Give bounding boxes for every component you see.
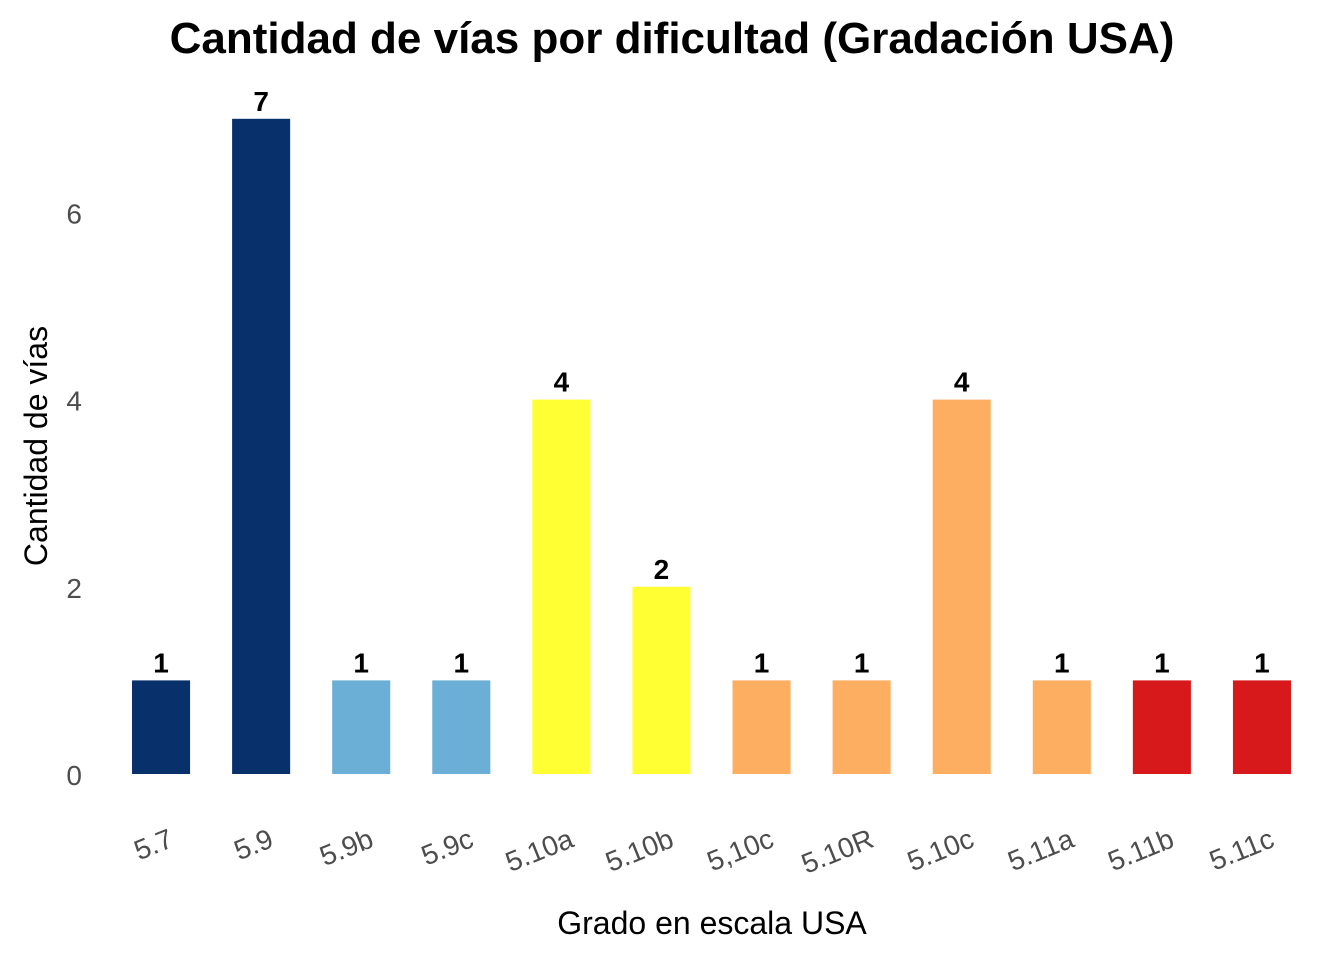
bar-value-label: 1 — [153, 647, 169, 678]
x-axis-title: Grado en escala USA — [557, 905, 867, 941]
bar-value-label: 7 — [253, 86, 269, 117]
y-axis-title: Cantidad de vías — [18, 326, 54, 566]
bar-value-label: 4 — [954, 367, 970, 398]
bars-group — [132, 118, 1291, 775]
bar — [732, 680, 791, 774]
bar — [1132, 680, 1191, 774]
x-axis-ticks: 5.7 5.9 5.9b 5.9c 5.10a 5.10b 5,10c 5.10R 5.10c 5… — [130, 823, 1279, 880]
bar — [432, 680, 491, 774]
x-tick-label: 5.10b — [601, 823, 678, 878]
bar-value-labels: 1 7 1 1 4 2 1 1 4 1 1 1 — [153, 86, 1269, 679]
bar — [1032, 680, 1091, 774]
x-tick-label: 5.7 — [130, 823, 178, 866]
bar-value-label: 4 — [554, 367, 570, 398]
x-tick-label: 5.9c — [417, 823, 478, 872]
x-tick-label: 5.11c — [1205, 823, 1278, 877]
bar-value-label: 1 — [353, 647, 369, 678]
x-tick-label: 5.11a — [1003, 823, 1078, 877]
x-tick-label: 5,10c — [703, 823, 778, 877]
bar — [932, 399, 991, 774]
bar-value-label: 1 — [1254, 647, 1270, 678]
y-tick-label: 4 — [66, 386, 82, 417]
x-tick-label: 5.11b — [1103, 823, 1178, 877]
x-tick-label: 5.10c — [903, 823, 978, 877]
bar-value-label: 1 — [854, 647, 870, 678]
y-tick-label: 6 — [66, 198, 82, 229]
x-tick-label: 5.9 — [230, 823, 278, 866]
bar-value-label: 1 — [454, 647, 470, 678]
bar — [232, 118, 291, 775]
bar-value-label: 1 — [1054, 647, 1070, 678]
x-tick-label: 5.10R — [797, 823, 878, 880]
bar-value-label: 1 — [754, 647, 770, 678]
bar — [332, 680, 391, 774]
bar — [532, 399, 591, 774]
y-tick-label: 2 — [66, 573, 82, 604]
x-tick-label: 5.9b — [315, 823, 377, 872]
bar — [832, 680, 891, 774]
bar — [1232, 680, 1291, 774]
x-tick-label: 5.10a — [501, 823, 578, 878]
chart-title: Cantidad de vías por dificultad (Gradaci… — [169, 14, 1175, 63]
y-tick-label: 0 — [66, 760, 82, 791]
bar — [632, 586, 691, 774]
bar-value-label: 1 — [1154, 647, 1170, 678]
bar-value-label: 2 — [654, 554, 670, 585]
y-axis-ticks: 0 2 4 6 — [66, 198, 82, 791]
bar — [132, 680, 191, 774]
